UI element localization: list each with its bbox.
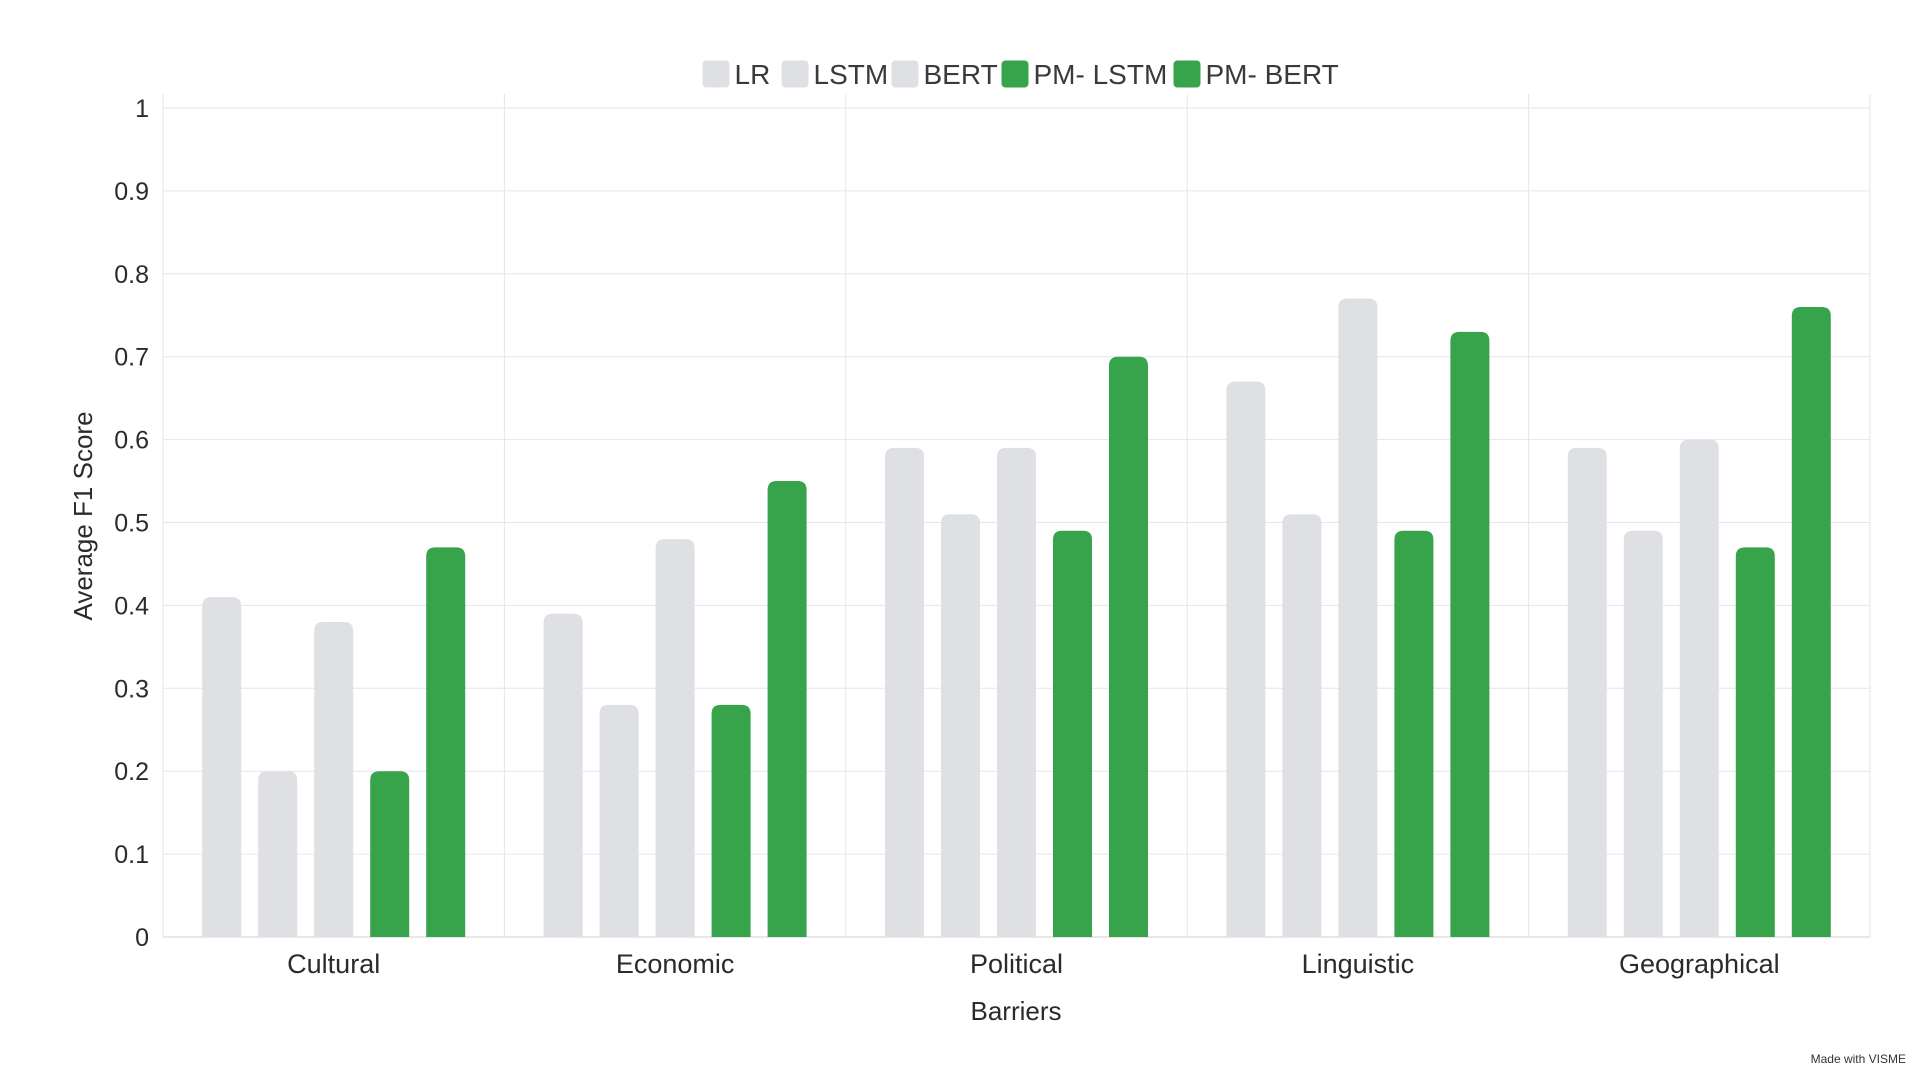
bar	[997, 447, 1036, 937]
x-tick-label: Political	[970, 949, 1063, 979]
x-axis-title: Barriers	[970, 996, 1061, 1026]
y-tick-label: 0	[135, 924, 149, 952]
bar	[711, 704, 751, 937]
y-axis-title: Average F1 Score	[68, 411, 98, 620]
legend-label: LR	[735, 59, 771, 90]
bar	[258, 771, 298, 937]
bar	[1053, 530, 1092, 937]
bar	[314, 621, 354, 937]
x-tick-label: Linguistic	[1302, 949, 1415, 979]
legend-swatch	[1173, 60, 1201, 88]
y-tick-label: 1	[135, 95, 149, 123]
x-tick-label: Geographical	[1619, 949, 1780, 979]
bar	[1282, 514, 1322, 937]
bar	[1450, 331, 1490, 938]
y-tick-label: 0.9	[114, 178, 149, 206]
bar	[885, 447, 924, 937]
bar	[1791, 306, 1831, 938]
bar	[1623, 530, 1663, 937]
y-tick-label: 0.7	[114, 344, 149, 372]
x-tick-label: Economic	[616, 949, 735, 979]
y-tick-label: 0.4	[114, 592, 149, 620]
y-tick-label: 0.1	[114, 841, 149, 869]
bar	[370, 771, 410, 937]
legend-label: LSTM	[814, 59, 889, 90]
bar	[941, 514, 980, 937]
y-tick-label: 0.8	[114, 261, 149, 289]
bar	[767, 481, 807, 937]
legend-swatch	[1001, 60, 1029, 88]
legend-label: PM- BERT	[1206, 59, 1339, 90]
bar	[599, 704, 639, 937]
bar	[426, 547, 466, 937]
bar	[655, 539, 695, 937]
legend: LR LSTM BERT PM- LSTM PM- BERT	[702, 59, 1339, 90]
legend-label: PM- LSTM	[1034, 59, 1168, 90]
bar	[1735, 547, 1775, 937]
y-axis-ticks: 0 0.1 0.2 0.3 0.4 0.5 0.6 0.7 0.8 0.9 1	[114, 95, 149, 952]
bar	[1338, 298, 1378, 937]
bar	[1109, 356, 1148, 937]
legend-swatch	[702, 60, 730, 88]
legend-swatch	[781, 60, 809, 88]
x-axis-categories: Cultural Economic Political Linguistic Geogr…	[287, 949, 1779, 979]
bar	[1567, 447, 1607, 937]
y-tick-label: 0.5	[114, 510, 149, 538]
y-tick-label: 0.3	[114, 675, 149, 703]
legend-swatch	[891, 60, 919, 88]
watermark: Made with VISME	[1810, 1052, 1906, 1066]
bar	[1226, 381, 1266, 937]
bar	[1679, 439, 1719, 937]
bar	[202, 597, 242, 937]
bar	[543, 613, 583, 937]
x-tick-label: Cultural	[287, 949, 380, 979]
legend-label: BERT	[924, 59, 998, 90]
y-tick-label: 0.2	[114, 758, 149, 786]
y-tick-label: 0.6	[114, 427, 149, 455]
bars	[202, 298, 1831, 938]
bar	[1394, 530, 1434, 937]
